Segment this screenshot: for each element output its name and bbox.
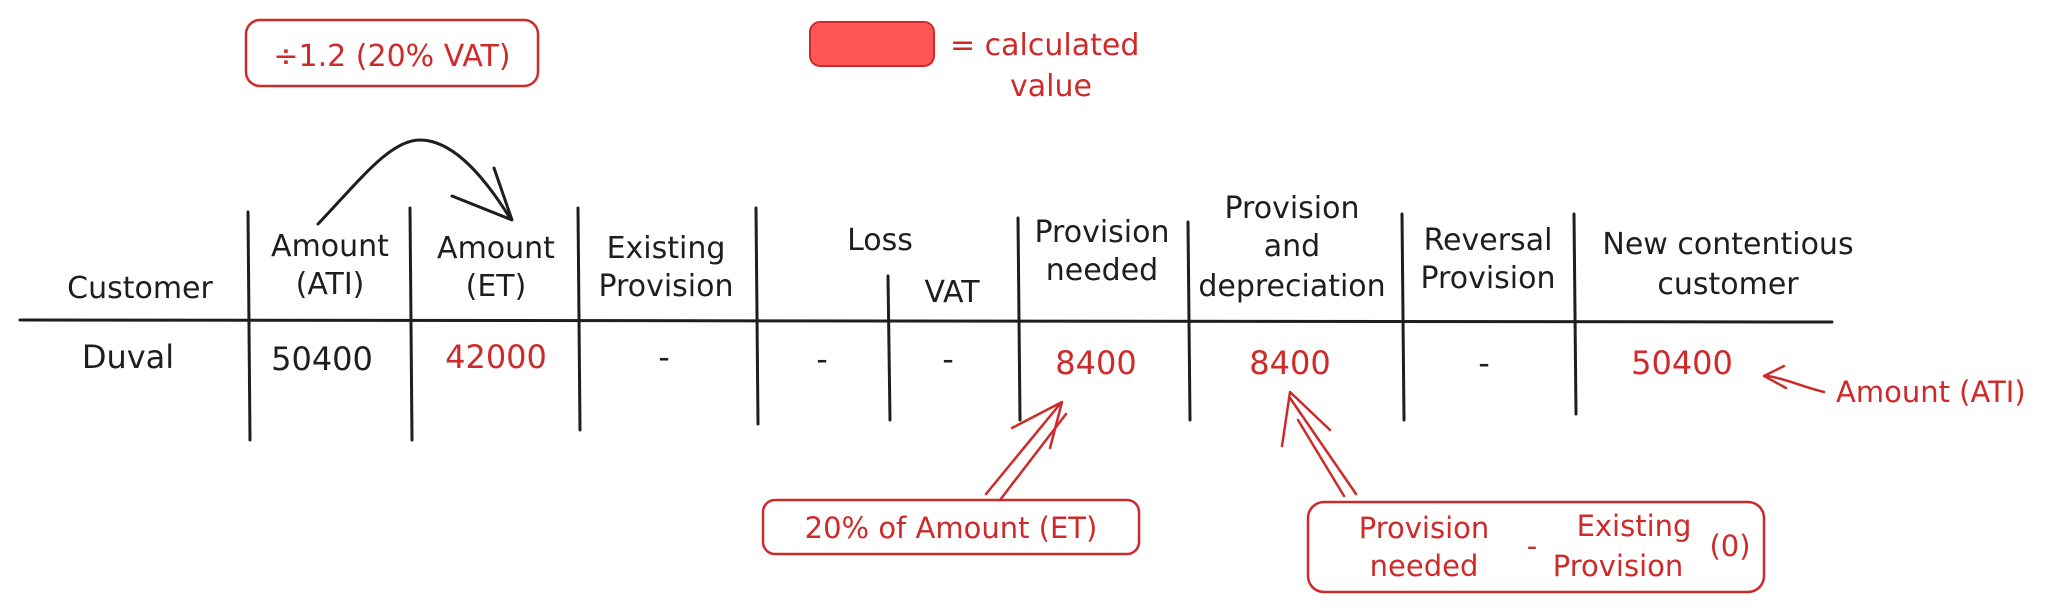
table-row: Duval 50400 42000 - - - 8400 8400 - 5040… — [82, 338, 1733, 382]
provision-formula-note: 20% of Amount (ET) — [761, 400, 1141, 556]
depreciation-right-line2: Provision — [1553, 549, 1684, 583]
header-reversal-provision-line2: Provision — [1420, 261, 1555, 296]
provision-formula-box — [761, 498, 1141, 556]
header-existing-provision-line2: Provision — [598, 269, 733, 304]
depreciation-suffix: (0) — [1709, 529, 1750, 563]
column-divider-4 — [754, 206, 760, 426]
provision-formula-arrow — [984, 402, 1068, 502]
column-divider-vat — [886, 274, 892, 422]
cell-existing-provision: - — [658, 338, 670, 376]
header-provision-needed-line2: needed — [1046, 253, 1158, 288]
cell-amount-et: 42000 — [445, 338, 547, 376]
column-divider-5 — [1016, 216, 1022, 422]
header-provision-depreciation-line2: and — [1264, 229, 1320, 264]
depreciation-left-line2: needed — [1370, 549, 1479, 583]
cell-amount-ati: 50400 — [271, 340, 373, 378]
cell-vat: - — [942, 340, 954, 378]
conversion-arrow-curve — [316, 138, 512, 226]
table-grid — [18, 206, 1834, 442]
conversion-arrow-head — [450, 166, 514, 222]
new-customer-note: Amount (ATI) — [1762, 364, 2026, 409]
depreciation-formula-arrowhead — [1280, 390, 1332, 448]
header-provision-depreciation-line1: Provision — [1224, 191, 1359, 226]
new-customer-arrow — [1766, 374, 1826, 394]
column-divider-3 — [576, 206, 582, 432]
cell-provision-depreciation: 8400 — [1249, 344, 1330, 382]
provision-formula-text: 20% of Amount (ET) — [805, 511, 1098, 545]
header-reversal-provision-line1: Reversal — [1424, 223, 1553, 258]
header-customer: Customer — [67, 271, 213, 306]
cell-reversal-provision: - — [1478, 344, 1490, 382]
vat-division-text: ÷1.2 (20% VAT) — [273, 39, 510, 74]
new-customer-arrowhead — [1762, 364, 1788, 390]
header-new-contentious-line2: customer — [1657, 267, 1799, 302]
legend-text-line1: = calculated — [950, 28, 1139, 63]
depreciation-formula-arrow — [1288, 396, 1358, 498]
header-amount-ati-line1: Amount — [271, 229, 389, 264]
header-loss: Loss — [847, 223, 913, 258]
column-divider-7 — [1400, 212, 1406, 422]
vat-division-note: ÷1.2 (20% VAT) — [244, 18, 540, 88]
table-header: Customer Amount (ATI) Amount (ET) Existi… — [67, 191, 1853, 310]
conversion-arrow — [316, 138, 514, 226]
provision-formula-arrowhead — [1010, 400, 1064, 450]
header-new-contentious-line1: New contentious — [1602, 227, 1853, 262]
new-customer-note-text: Amount (ATI) — [1836, 375, 2026, 409]
depreciation-left-line1: Provision — [1359, 511, 1490, 545]
vat-division-box — [244, 18, 540, 88]
cell-new-contentious: 50400 — [1631, 344, 1733, 382]
cell-provision-needed: 8400 — [1055, 344, 1136, 382]
column-divider-8 — [1572, 212, 1578, 416]
cell-loss: - — [816, 340, 828, 378]
legend-text-line2: value — [1010, 69, 1092, 104]
column-divider-2 — [408, 206, 414, 442]
header-vat: VAT — [924, 275, 980, 310]
calculated-value-swatch — [809, 21, 935, 67]
header-amount-ati-line2: (ATI) — [296, 267, 365, 302]
header-separator — [18, 318, 1834, 324]
column-divider-6 — [1186, 220, 1192, 422]
header-existing-provision-line1: Existing — [607, 231, 726, 266]
depreciation-right-line1: Existing — [1577, 509, 1692, 543]
cell-customer: Duval — [82, 338, 174, 376]
header-provision-needed-line1: Provision — [1034, 215, 1169, 250]
depreciation-formula-box — [1306, 500, 1766, 594]
header-amount-et-line1: Amount — [437, 231, 555, 266]
header-provision-depreciation-line3: depreciation — [1198, 269, 1385, 304]
legend: = calculated value — [809, 21, 1139, 104]
depreciation-operator: - — [1527, 529, 1537, 563]
header-amount-et-line2: (ET) — [466, 269, 527, 304]
depreciation-formula-note: Provision needed - Existing Provision (0… — [1280, 390, 1766, 594]
column-divider-1 — [246, 210, 252, 442]
